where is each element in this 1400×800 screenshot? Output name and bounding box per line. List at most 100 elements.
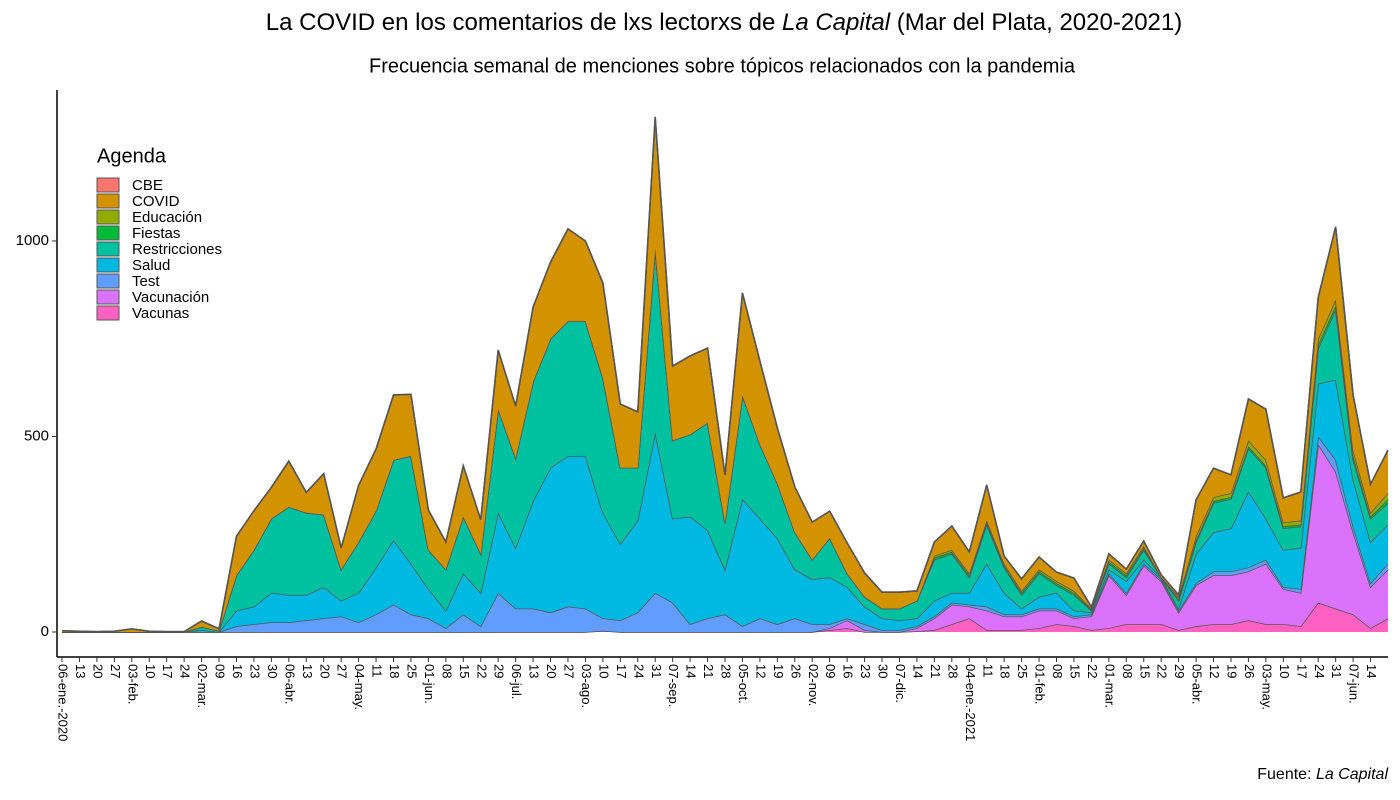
plot-area	[61, 116, 1389, 633]
x-tick-label: 26	[1242, 664, 1257, 678]
x-tick-label: 28	[945, 664, 960, 678]
x-tick-label: 21	[701, 664, 716, 678]
x-tick-label: 15	[457, 664, 472, 678]
x-tick-label: 28	[719, 664, 734, 678]
x-tick-label: 20	[90, 664, 105, 678]
x-tick-label: 15	[1137, 664, 1152, 678]
legend-label: Salud	[132, 257, 170, 274]
x-tick-label: 01-feb.	[1033, 664, 1048, 704]
x-tick-label: 22	[1085, 664, 1100, 678]
x-tick-label: 31	[649, 664, 664, 678]
caption-part: Fuente:	[1257, 766, 1316, 783]
x-tick-label: 13	[73, 664, 88, 678]
x-tick-label: 14	[910, 664, 925, 678]
x-tick-label: 11	[980, 664, 995, 678]
legend-label: Vacunas	[132, 305, 189, 322]
legend-label: Fiestas	[132, 225, 180, 242]
x-tick-label: 03-ago.	[579, 664, 594, 708]
legend-label: COVID	[132, 193, 180, 210]
x-tick-label: 09	[823, 664, 838, 678]
chart-title: La COVID en los comentarios de lxs lecto…	[266, 9, 1182, 36]
x-tick-label: 29	[492, 664, 507, 678]
x-tick-label: 30	[876, 664, 891, 678]
x-tick-label: 06-abr.	[282, 664, 297, 704]
x-tick-label: 18	[998, 664, 1013, 678]
x-tick-label: 09	[213, 664, 228, 678]
legend-title: Agenda	[97, 145, 167, 167]
x-tick-label: 04-ene.-2021	[963, 664, 978, 741]
x-tick-label: 17	[614, 664, 629, 678]
x-tick-label: 12	[1207, 664, 1222, 678]
legend-label: Vacunación	[132, 289, 209, 306]
legend-key	[96, 209, 120, 225]
x-tick-label: 21	[928, 664, 943, 678]
x-tick-label: 02-mar.	[195, 664, 210, 708]
x-tick-label: 22	[474, 664, 489, 678]
legend-key	[96, 177, 120, 193]
x-tick-label: 10	[143, 664, 158, 678]
x-tick-label: 23	[858, 664, 873, 678]
x-tick-label: 07-jun.	[1347, 664, 1362, 704]
legend-key	[96, 241, 120, 257]
area	[62, 379, 1388, 632]
area	[62, 248, 1388, 632]
x-tick-label: 26	[788, 664, 803, 678]
x-tick-label: 01-mar.	[1102, 664, 1117, 708]
x-tick-label: 08	[439, 664, 454, 678]
title-part: La COVID en los comentarios de lxs lecto…	[266, 9, 782, 36]
x-tick-label: 07-dic.	[893, 664, 908, 703]
x-tick-label: 04-may.	[352, 664, 367, 710]
x-tick-label: 25	[1015, 664, 1030, 678]
x-tick-label: 05-oct.	[736, 664, 751, 704]
legend-label: CBE	[132, 177, 163, 194]
x-tick-label: 24	[178, 664, 193, 678]
title-part: La Capital	[782, 9, 891, 36]
x-tick-label: 31	[1329, 664, 1344, 678]
x-tick-label: 02-nov.	[806, 664, 821, 706]
x-tick-label: 06-jul.	[509, 664, 524, 699]
legend-key	[96, 193, 120, 209]
x-tick-label: 14	[684, 664, 699, 678]
caption-part: La Capital	[1316, 766, 1388, 783]
legend-key	[96, 273, 120, 289]
caption: Fuente: La Capital	[1257, 766, 1388, 783]
x-tick-label: 08	[1050, 664, 1065, 678]
x-tick-label: 13	[527, 664, 542, 678]
legend-key	[96, 305, 120, 321]
legend-key	[96, 257, 120, 273]
x-tick-label: 16	[230, 664, 245, 678]
x-tick-label: 10	[596, 664, 611, 678]
x-tick-label: 20	[544, 664, 559, 678]
x-tick-label: 22	[1155, 664, 1170, 678]
x-tick-label: 24	[1312, 664, 1327, 678]
x-tick-label: 13	[300, 664, 315, 678]
x-tick-label: 08	[1120, 664, 1135, 678]
x-tick-label: 19	[1225, 664, 1240, 678]
y-tick-label: 500	[24, 427, 49, 444]
chart-subtitle: Frecuencia semanal de menciones sobre tó…	[369, 55, 1076, 77]
x-tick-label: 17	[160, 664, 175, 678]
x-tick-label: 19	[771, 664, 786, 678]
x-tick-label: 29	[1172, 664, 1187, 678]
x-tick-label: 05-abr.	[1190, 664, 1205, 704]
x-tick-label: 14	[1364, 664, 1379, 678]
legend-key	[96, 225, 120, 241]
x-tick-label: 12	[753, 664, 768, 678]
legend-label: Test	[132, 273, 160, 290]
title-part: (Mar del Plata, 2020-2021)	[890, 9, 1182, 36]
x-tick-label: 23	[247, 664, 262, 678]
x-tick-label: 07-sep.	[666, 664, 681, 707]
x-tick-label: 25	[405, 664, 420, 678]
x-tick-label: 24	[631, 664, 646, 678]
x-tick-label: 11	[370, 664, 385, 678]
x-tick-label: 27	[335, 664, 350, 678]
y-tick-label: 0	[41, 623, 49, 640]
legend-label: Restricciones	[132, 241, 222, 258]
y-tick-label: 1000	[16, 232, 49, 249]
area	[62, 444, 1388, 632]
x-tick-label: 17	[1294, 664, 1309, 678]
x-tick-label: 10	[1277, 664, 1292, 678]
x-tick-label: 03-may.	[1259, 664, 1274, 710]
x-tick-label: 03-feb.	[125, 664, 140, 704]
